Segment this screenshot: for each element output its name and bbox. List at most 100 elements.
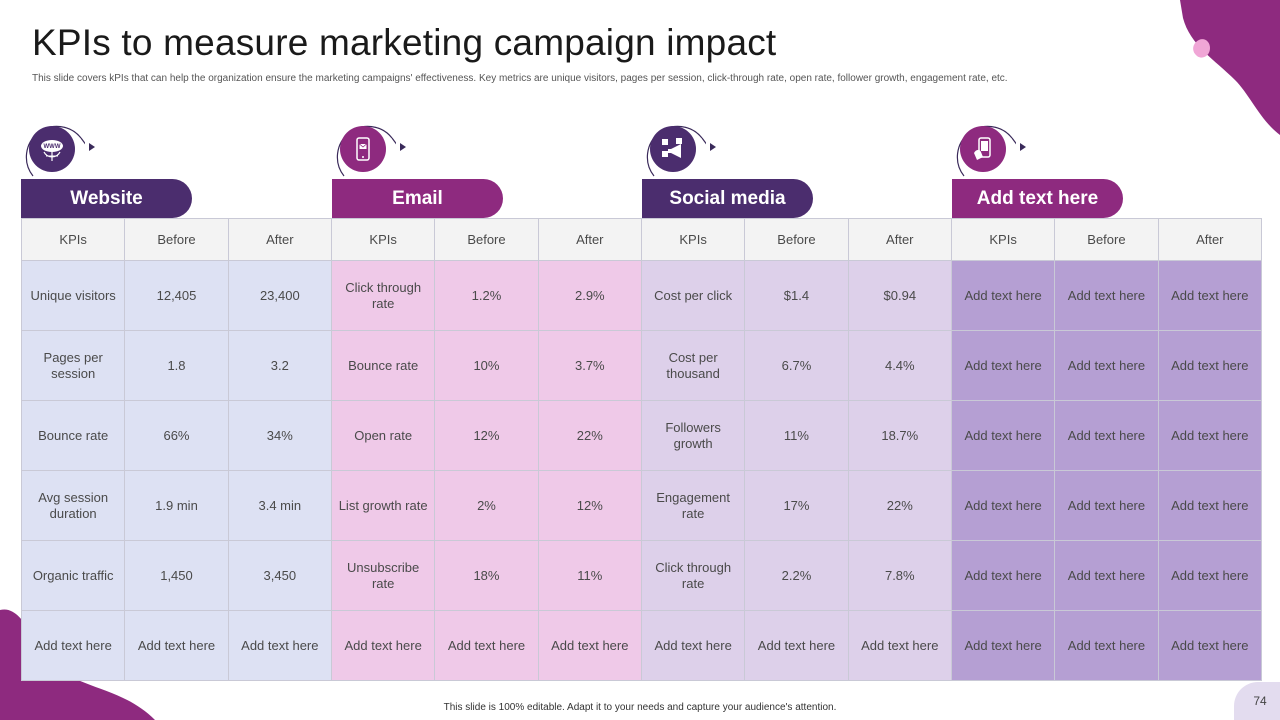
table-cell: Add text here bbox=[1157, 260, 1263, 331]
table-cell: Add text here bbox=[847, 610, 952, 681]
table-cell: Add text here bbox=[1054, 330, 1159, 401]
table-cell: 23,400 bbox=[227, 260, 332, 331]
table-cell: 3.4 min bbox=[227, 470, 332, 541]
page-subtitle: This slide covers kPIs that can help the… bbox=[32, 73, 1008, 84]
table-row: Add text here Add text here Add text here A… bbox=[20, 610, 1263, 681]
table-cell: 1,450 bbox=[124, 540, 229, 611]
globe-www-icon: WWW bbox=[29, 126, 75, 172]
table-cell: 3.2 bbox=[227, 330, 332, 401]
table-cell: 2.9% bbox=[537, 260, 642, 331]
table-cell: Engagement rate bbox=[640, 470, 746, 541]
table-cell: 10% bbox=[434, 330, 539, 401]
table-cell: Add text here bbox=[1054, 610, 1159, 681]
tab-website: Website bbox=[21, 179, 192, 218]
table-cell: 34% bbox=[227, 400, 332, 471]
header-cell: After bbox=[847, 218, 952, 261]
table-cell: 18.7% bbox=[847, 400, 952, 471]
table-cell: 12,405 bbox=[124, 260, 229, 331]
table-cell: 4.4% bbox=[847, 330, 952, 401]
table-cell: Bounce rate bbox=[330, 330, 436, 401]
phone-email-icon bbox=[340, 126, 386, 172]
decorative-blob-bottom-left bbox=[0, 609, 155, 720]
table-cell: $0.94 bbox=[847, 260, 952, 331]
table-cell: Cost per thousand bbox=[640, 330, 746, 401]
arrow-icon bbox=[400, 143, 406, 151]
table-cell: 3,450 bbox=[227, 540, 332, 611]
table-cell: Add text here bbox=[227, 610, 332, 681]
table-row: Pages per session 1.8 3.2 Bounce rate 10% 3.7… bbox=[20, 330, 1263, 401]
section-icon-email bbox=[332, 116, 414, 178]
table-cell: 1.2% bbox=[434, 260, 539, 331]
table-cell: Add text here bbox=[950, 260, 1056, 331]
arrow-icon bbox=[89, 143, 95, 151]
table-cell: 1.9 min bbox=[124, 470, 229, 541]
kpi-table: KPIs Before After KPIs Before After KPIs… bbox=[20, 218, 1263, 681]
table-cell: Add text here bbox=[1157, 470, 1263, 541]
table-cell: Add text here bbox=[1054, 470, 1159, 541]
table-cell: Add text here bbox=[1054, 260, 1159, 331]
table-cell: Cost per click bbox=[640, 260, 746, 331]
table-cell: Add text here bbox=[20, 610, 126, 681]
table-cell: Add text here bbox=[124, 610, 229, 681]
section-icon-website: WWW bbox=[21, 116, 103, 178]
table-cell: Add text here bbox=[640, 610, 746, 681]
table-cell: 18% bbox=[434, 540, 539, 611]
table-row: Organic traffic 1,450 3,450 Unsubscribe rat… bbox=[20, 540, 1263, 611]
header-cell: KPIs bbox=[950, 218, 1056, 261]
table-cell: Add text here bbox=[950, 470, 1056, 541]
table-cell: 2% bbox=[434, 470, 539, 541]
hand-phone-icon bbox=[960, 126, 1006, 172]
header-cell: After bbox=[537, 218, 642, 261]
header-cell: After bbox=[227, 218, 332, 261]
table-cell: Add text here bbox=[1157, 610, 1263, 681]
megaphone-social-icon bbox=[650, 126, 696, 172]
header-cell: After bbox=[1157, 218, 1263, 261]
table-header-row: KPIs Before After KPIs Before After KPIs… bbox=[20, 218, 1263, 261]
table-cell: Pages per session bbox=[20, 330, 126, 401]
header-cell: Before bbox=[744, 218, 849, 261]
table-cell: Add text here bbox=[1157, 540, 1263, 611]
table-cell: 22% bbox=[537, 400, 642, 471]
table-cell: Add text here bbox=[950, 400, 1056, 471]
header-cell: Before bbox=[1054, 218, 1159, 261]
table-cell: List growth rate bbox=[330, 470, 436, 541]
header-cell: Before bbox=[124, 218, 229, 261]
page-title: KPIs to measure marketing campaign impac… bbox=[32, 22, 777, 63]
table-cell: 11% bbox=[744, 400, 849, 471]
header-cell: KPIs bbox=[330, 218, 436, 261]
tab-add-text: Add text here bbox=[952, 179, 1123, 218]
table-cell: $1.4 bbox=[744, 260, 849, 331]
table-cell: 3.7% bbox=[537, 330, 642, 401]
table-cell: Add text here bbox=[1054, 540, 1159, 611]
table-cell: Add text here bbox=[744, 610, 849, 681]
table-cell: Add text here bbox=[950, 610, 1056, 681]
table-cell: Add text here bbox=[1157, 330, 1263, 401]
table-cell: Avg session duration bbox=[20, 470, 126, 541]
table-cell: Followers growth bbox=[640, 400, 746, 471]
table-cell: 11% bbox=[537, 540, 642, 611]
table-cell: 7.8% bbox=[847, 540, 952, 611]
table-cell: 17% bbox=[744, 470, 849, 541]
table-cell: 22% bbox=[847, 470, 952, 541]
table-cell: 1.8 bbox=[124, 330, 229, 401]
header-cell: KPIs bbox=[640, 218, 746, 261]
svg-text:WWW: WWW bbox=[44, 144, 61, 150]
header-cell: Before bbox=[434, 218, 539, 261]
table-cell: Click through rate bbox=[330, 260, 436, 331]
table-cell: Organic traffic bbox=[20, 540, 126, 611]
table-cell: Add text here bbox=[434, 610, 539, 681]
table-cell: Add text here bbox=[950, 540, 1056, 611]
table-cell: Unsubscribe rate bbox=[330, 540, 436, 611]
table-cell: Click through rate bbox=[640, 540, 746, 611]
table-cell: Add text here bbox=[537, 610, 642, 681]
table-cell: 66% bbox=[124, 400, 229, 471]
table-cell: Add text here bbox=[1054, 400, 1159, 471]
table-cell: 12% bbox=[434, 400, 539, 471]
section-icon-social bbox=[642, 116, 724, 178]
table-cell: 12% bbox=[537, 470, 642, 541]
table-cell: Bounce rate bbox=[20, 400, 126, 471]
table-cell: 6.7% bbox=[744, 330, 849, 401]
tab-social-media: Social media bbox=[642, 179, 813, 218]
table-row: Unique visitors 12,405 23,400 Click through… bbox=[20, 260, 1263, 331]
arrow-icon bbox=[710, 143, 716, 151]
